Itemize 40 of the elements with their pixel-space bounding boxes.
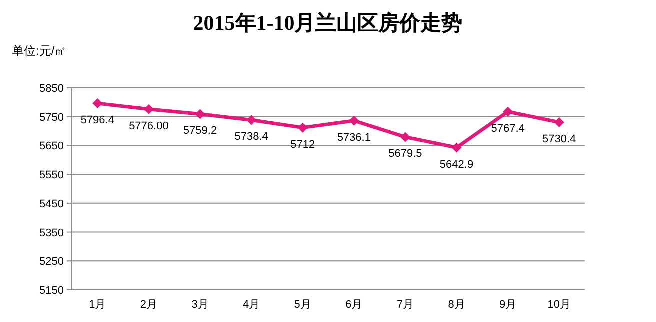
y-tick-label: 5650 [40, 140, 64, 153]
x-tick-label: 9月 [499, 299, 517, 311]
x-tick-label: 2月 [140, 299, 158, 311]
y-tick-label: 5750 [40, 112, 64, 124]
data-label: 5776.00 [129, 120, 169, 132]
data-label: 5767.4 [491, 122, 525, 135]
point [144, 104, 154, 114]
x-tick-label: 8月 [448, 299, 466, 311]
y-tick-label: 5450 [40, 198, 64, 210]
point [195, 109, 206, 120]
y-tick-label: 5850 [40, 83, 64, 95]
x-tick-label: 7月 [396, 299, 414, 311]
data-label: 5738.4 [234, 131, 268, 144]
x-tick-label: 3月 [192, 299, 209, 311]
point [400, 132, 410, 142]
data-label: 5759.2 [183, 125, 218, 138]
data-label: 5679.5 [388, 148, 422, 160]
point [554, 118, 564, 128]
point [298, 122, 308, 133]
point [503, 106, 514, 117]
x-tick-label: 1月 [89, 299, 106, 311]
x-tick-label: 10月 [548, 299, 571, 311]
data-label: 5796.4 [80, 114, 114, 126]
y-axis-title: 单位:元/㎡ [12, 44, 67, 58]
point [349, 116, 360, 126]
data-label: 5642.9 [440, 158, 474, 171]
data-label: 5736.1 [337, 132, 371, 144]
x-tick-label: 5月 [294, 299, 312, 311]
y-tick-label: 5550 [40, 170, 64, 182]
y-tick-label: 5150 [40, 285, 64, 297]
data-label: 5730.4 [542, 134, 576, 146]
x-tick-label: 6月 [346, 299, 363, 311]
x-tick-label: 4月 [242, 299, 260, 311]
data-label: 5712 [290, 138, 316, 151]
point [246, 115, 257, 126]
point [452, 142, 462, 153]
point [92, 98, 103, 108]
y-tick-label: 5250 [40, 256, 64, 268]
y-tick-label: 5350 [40, 227, 64, 240]
chart-title: 2015年1-10月兰山区房价走势 [193, 11, 463, 35]
